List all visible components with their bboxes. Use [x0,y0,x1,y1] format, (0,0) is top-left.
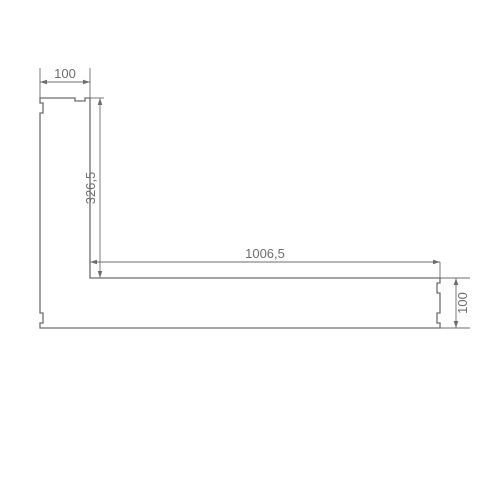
dim-label-top_width: 100 [54,66,76,81]
dim-label-inner_width: 1006,5 [245,246,285,261]
dim-label-inner_height: 326,5 [83,172,98,205]
dim-label-right_height: 100 [455,292,470,314]
